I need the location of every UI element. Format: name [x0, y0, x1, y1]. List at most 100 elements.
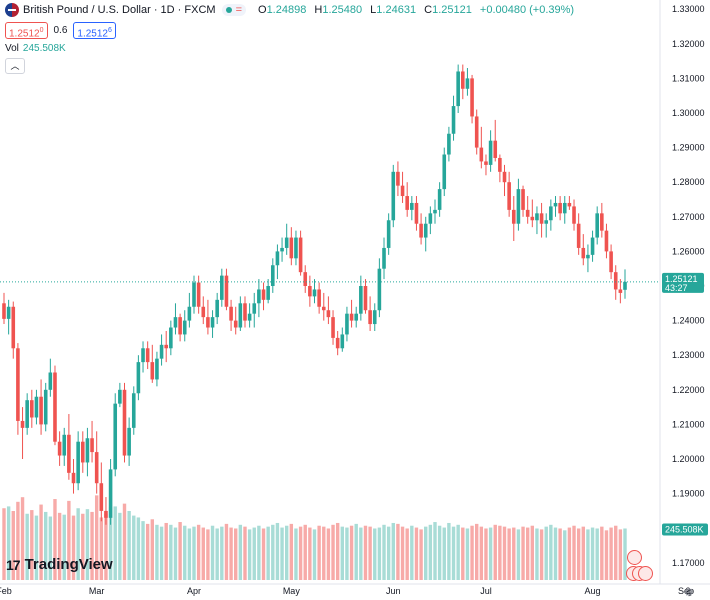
volume-bar [266, 526, 270, 580]
volume-bar [512, 527, 516, 580]
sell-button[interactable]: 1.25120 [5, 22, 48, 39]
volume-bar [201, 527, 205, 580]
volume-bar [419, 529, 423, 580]
candle-body [465, 78, 470, 89]
equals-icon: = [235, 4, 242, 16]
volume-bar [220, 526, 224, 580]
candle-body [493, 140, 498, 158]
candle-body [257, 289, 261, 304]
candle-body [113, 403, 118, 470]
volume-bar [94, 495, 99, 580]
candle-body [604, 230, 609, 252]
market-status-badge[interactable]: = [221, 4, 246, 16]
candle-body [349, 313, 354, 321]
market-open-dot-icon [225, 7, 232, 13]
candle-body [419, 223, 423, 238]
volume-bar [150, 519, 154, 580]
candle-body [99, 483, 104, 511]
candle-body [400, 185, 405, 197]
volume-legend[interactable]: Vol 245.508K [5, 43, 66, 54]
time-tick-label: Mar [89, 586, 105, 596]
volume-bar [210, 525, 215, 580]
volume-bar [122, 503, 127, 580]
symbol-title[interactable]: British Pound / U.S. Dollar · 1D · FXCM [23, 4, 216, 16]
candle-body [104, 510, 108, 518]
candle-body [562, 202, 567, 214]
candle-body [396, 171, 400, 186]
candle-body [145, 348, 150, 363]
volume-bar [410, 525, 414, 580]
time-tick-label: Sep [678, 586, 694, 596]
volume-bar [428, 524, 433, 580]
candle-body [586, 254, 590, 259]
time-tick-label: Apr [187, 586, 201, 596]
volume-bar [400, 526, 405, 580]
volume-bar [132, 515, 136, 580]
volume-bar [553, 527, 558, 580]
candle-body [423, 223, 428, 238]
candle-body [368, 310, 372, 325]
volume-bar [479, 526, 484, 580]
candle-body [173, 317, 178, 328]
price-tick-label: 1.30000 [672, 108, 705, 118]
volume-bar [614, 525, 618, 580]
candle-body [43, 389, 48, 425]
volume-bar [76, 508, 80, 580]
candle-body [294, 237, 298, 259]
gbpusd-flag-icon [5, 3, 19, 17]
price-tick-label: 1.26000 [672, 246, 705, 256]
candle-body [215, 299, 219, 318]
tradingview-logo[interactable]: 17 TradingView [6, 556, 113, 573]
volume-value: 245.508K [22, 43, 66, 54]
volume-bar [229, 527, 233, 580]
volume-bar [600, 526, 604, 580]
candle-body [447, 133, 451, 155]
volume-bar [284, 525, 289, 580]
volume-bar [433, 522, 437, 580]
volume-bar [465, 528, 470, 580]
candle-body [345, 313, 349, 335]
candle-body [280, 247, 284, 252]
candle-body [391, 171, 396, 221]
candle-body [196, 282, 201, 307]
volume-bar [271, 524, 275, 580]
volume-bar [572, 525, 576, 580]
candle-body [2, 303, 6, 319]
volume-tag-value: 245.508K [665, 524, 704, 534]
uk-event-marker-icon[interactable] [627, 550, 642, 565]
volume-bar [373, 528, 377, 580]
candle-body [460, 71, 465, 89]
chart-header: British Pound / U.S. Dollar · 1D · FXCM … [0, 0, 579, 20]
candle-body [243, 303, 247, 321]
candle-body [206, 317, 210, 328]
low-label: L [370, 4, 377, 16]
buy-button[interactable]: 1.25126 [73, 22, 116, 39]
close-value: 1.25121 [432, 4, 472, 16]
volume-bar [169, 524, 173, 580]
volume-bar [451, 526, 456, 580]
volume-bar [308, 527, 312, 580]
volume-bar [48, 516, 53, 580]
candle-body [229, 306, 233, 321]
candle-body [572, 206, 576, 224]
volume-bar [173, 527, 178, 580]
volume-bar [563, 530, 567, 580]
candle-body [62, 434, 67, 456]
chart-settings-icon[interactable]: ⚙ [684, 587, 694, 599]
volume-bar [386, 526, 391, 580]
collapse-legend-button[interactable]: ︿ [5, 58, 25, 74]
candle-body [164, 344, 169, 349]
volume-bar [535, 528, 539, 580]
volume-bar [516, 529, 521, 580]
volume-bar [623, 528, 627, 580]
volume-bar [544, 526, 548, 580]
event-marker-icon[interactable] [638, 566, 653, 581]
candle-body [581, 247, 586, 259]
candle-body [507, 182, 511, 210]
volume-bar [470, 525, 474, 580]
candle-body [609, 251, 613, 273]
volume-bar [224, 523, 229, 580]
price-tick-label: 1.23000 [672, 350, 705, 360]
volume-bar [493, 524, 497, 580]
